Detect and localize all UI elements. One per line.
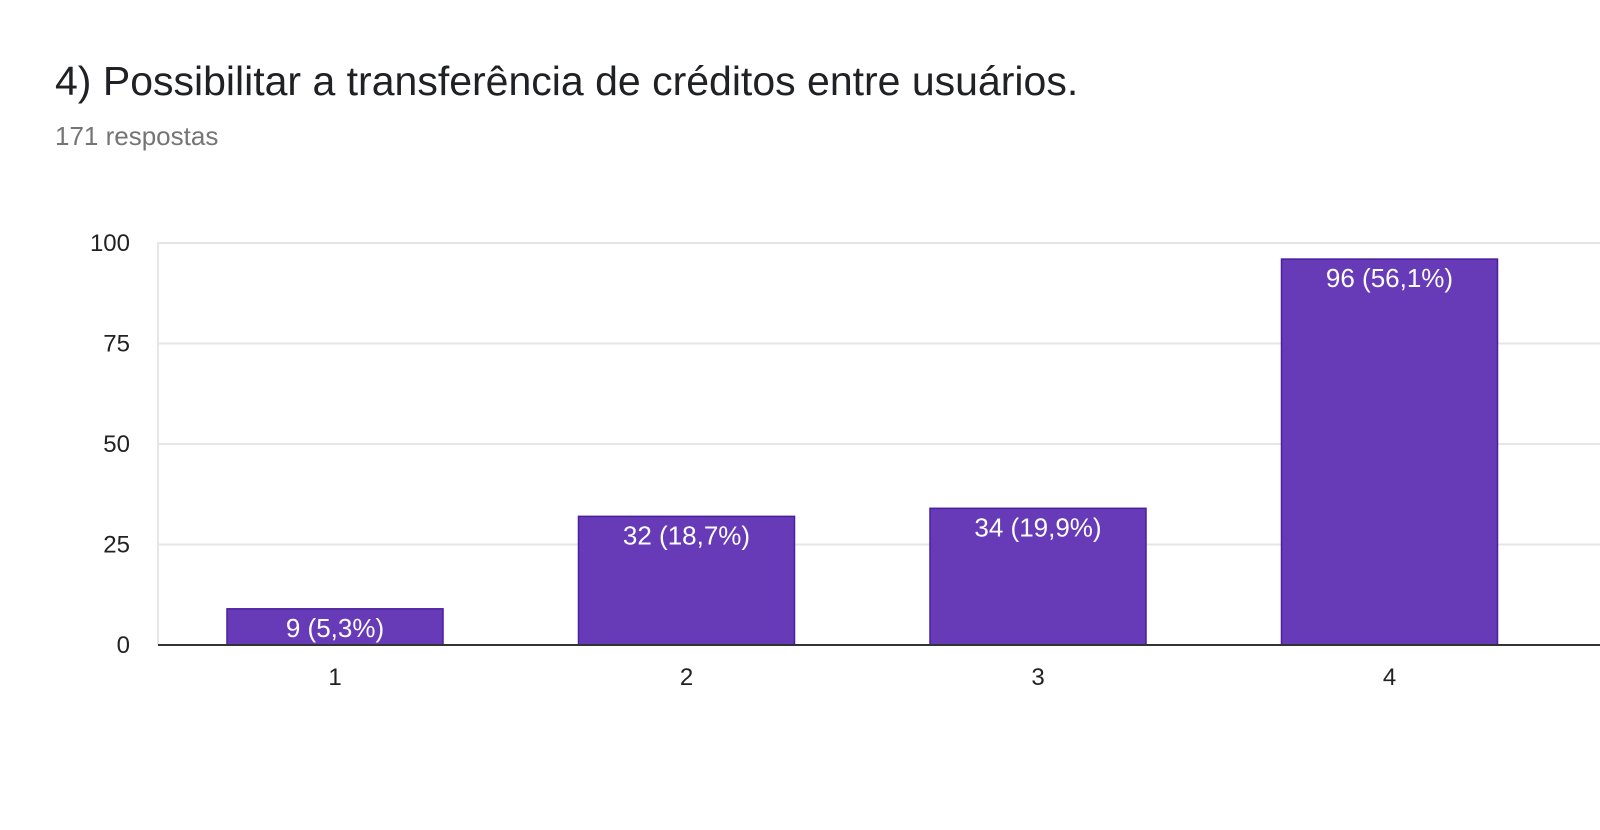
chart-title: 4) Possibilitar a transferência de crédi… xyxy=(55,58,1079,104)
y-tick-label-25: 25 xyxy=(103,532,130,559)
data-label-1: 9 (5,3%) xyxy=(286,613,384,643)
bar-2 xyxy=(577,515,796,646)
y-tick-label-0: 0 xyxy=(117,632,130,659)
bar-1 xyxy=(226,608,444,646)
bar-4 xyxy=(1280,258,1499,646)
data-label-2: 32 (18,7%) xyxy=(623,520,750,550)
x-tick-label-3: 3 xyxy=(1031,664,1044,691)
x-tick-label-2: 2 xyxy=(680,664,693,691)
axes: 0 25 50 75 100 1 2 3 4 xyxy=(90,230,1600,691)
data-label-3: 34 (19,9%) xyxy=(974,512,1101,542)
y-tick-label-100: 100 xyxy=(90,230,130,257)
response-count: 171 respostas xyxy=(55,121,219,151)
x-tick-label-1: 1 xyxy=(328,664,341,691)
data-label-4: 96 (56,1%) xyxy=(1326,263,1453,293)
bar-3 xyxy=(929,507,1147,646)
y-tick-label-75: 75 xyxy=(103,331,130,358)
y-tick-label-50: 50 xyxy=(103,431,130,458)
bars: 9 (5,3%) 32 (18,7%) 34 (19,9%) 96 (56,1%) xyxy=(226,258,1499,646)
x-tick-label-4: 4 xyxy=(1383,664,1396,691)
